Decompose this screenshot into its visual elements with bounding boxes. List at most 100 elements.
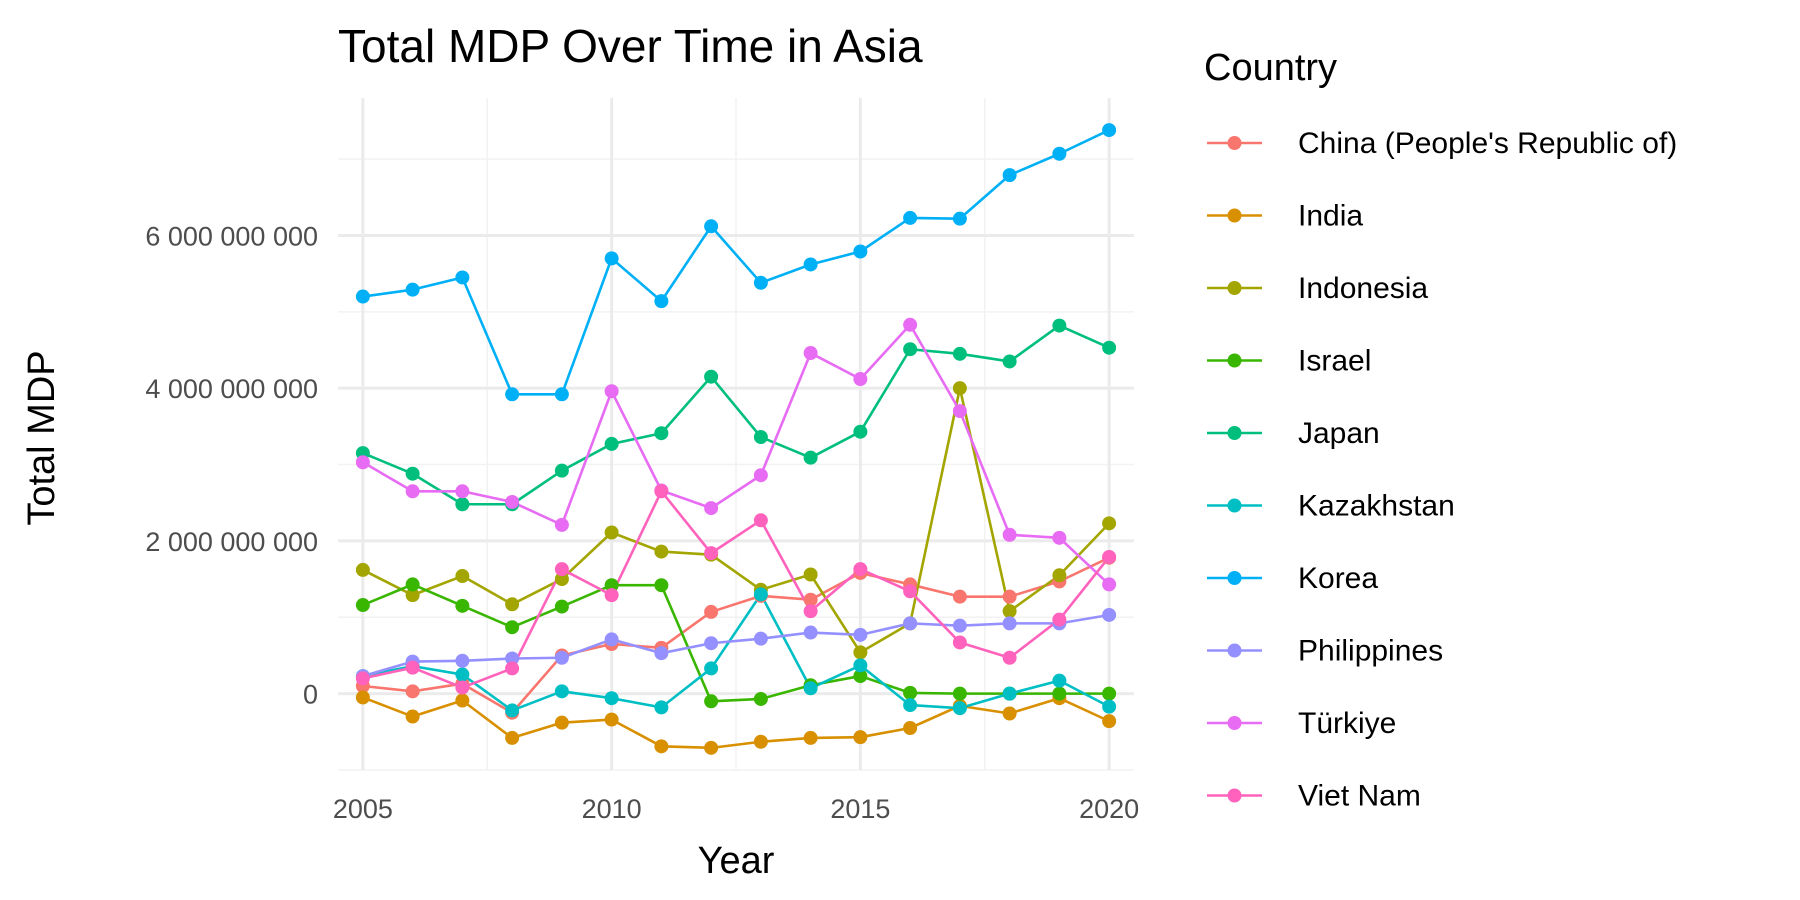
data-point-korea (704, 219, 719, 234)
data-point-korea (1002, 168, 1017, 183)
data-point-kazakhstan (853, 658, 868, 673)
data-point-viet-nam (355, 671, 370, 686)
legend-item-israel: Israel (1207, 345, 1371, 378)
legend-key-point (1227, 571, 1242, 585)
series-line-viet-nam (362, 489, 1111, 689)
legend-item-viet-nam: Viet Nam (1207, 780, 1421, 813)
data-point-kazakhstan (803, 681, 818, 696)
data-point-t-rkiye (753, 468, 768, 483)
data-point-china-people-s-republic-of (803, 592, 818, 607)
data-point-kazakhstan (554, 684, 569, 699)
series-lines (362, 128, 1111, 750)
data-point-t-rkiye (505, 494, 520, 509)
data-point-india (903, 721, 918, 735)
series-line-israel (362, 583, 1110, 703)
data-point-kazakhstan (952, 701, 967, 716)
data-point-korea (654, 294, 669, 309)
data-point-japan (803, 450, 818, 465)
series-line-china-people-s-republic-of (362, 556, 1110, 715)
data-point-india (505, 730, 520, 745)
data-point-viet-nam (654, 484, 669, 499)
data-point-india (1102, 714, 1117, 729)
data-point-indonesia (405, 588, 420, 603)
data-point-t-rkiye (952, 404, 967, 419)
data-point-israel (704, 694, 719, 709)
data-point-israel (455, 598, 470, 613)
data-point-india (803, 730, 818, 745)
data-point-t-rkiye (355, 455, 370, 470)
data-point-philippines (604, 632, 619, 647)
data-point-israel (853, 669, 868, 684)
legend-item-philippines: Philippines (1207, 635, 1443, 668)
data-point-philippines (505, 651, 520, 666)
data-point-japan (704, 369, 719, 384)
data-point-t-rkiye (704, 501, 719, 516)
data-point-kazakhstan (704, 661, 719, 676)
legend-key-point (1227, 208, 1242, 223)
data-point-india (355, 690, 370, 705)
data-point-japan (903, 342, 918, 357)
data-point-israel (355, 598, 370, 613)
data-point-indonesia (455, 569, 470, 584)
data-point-israel (903, 685, 918, 700)
data-point-viet-nam (952, 635, 967, 650)
x-tick-label: 2010 (582, 794, 642, 824)
data-point-israel (604, 578, 619, 593)
y-tick-label: 4 000 000 000 (145, 374, 318, 404)
series-line-t-rkiye (362, 323, 1111, 586)
data-point-philippines (803, 625, 818, 640)
legend-label: India (1298, 200, 1363, 233)
data-point-israel (554, 599, 569, 614)
data-point-japan (554, 463, 569, 478)
data-point-t-rkiye (903, 317, 918, 332)
data-point-korea (853, 244, 868, 259)
legend-title: Country (1204, 47, 1337, 89)
data-point-japan (853, 424, 868, 439)
y-tick-label: 6 000 000 000 (145, 221, 318, 251)
legend-key-point (1227, 426, 1242, 440)
data-point-philippines (455, 653, 470, 668)
data-point-china-people-s-republic-of (405, 684, 420, 699)
data-point-japan (455, 497, 470, 512)
legend-label: Philippines (1298, 635, 1443, 668)
data-point-japan (654, 426, 669, 441)
legend-label: Kazakhstan (1298, 490, 1455, 523)
data-point-israel (505, 620, 520, 635)
data-point-philippines (753, 631, 768, 646)
data-point-indonesia (505, 597, 520, 612)
data-point-korea (505, 387, 520, 402)
data-point-korea (1052, 146, 1067, 161)
data-point-kazakhstan (1002, 686, 1017, 701)
data-point-china-people-s-republic-of (704, 604, 719, 619)
data-point-kazakhstan (903, 698, 918, 713)
data-point-viet-nam (803, 604, 818, 619)
legend-item-china-people-s-republic-of: China (People's Republic of) (1207, 127, 1677, 160)
legend-key-point (1227, 353, 1242, 368)
data-point-viet-nam (554, 562, 569, 577)
data-point-korea (455, 270, 470, 285)
data-point-japan (604, 436, 619, 451)
legend-key-point (1227, 788, 1242, 803)
data-point-india (704, 740, 719, 755)
legend-key-point (1227, 716, 1242, 730)
legend-label: Japan (1298, 417, 1380, 450)
legend-item-kazakhstan: Kazakhstan (1207, 490, 1455, 523)
data-point-viet-nam (903, 584, 918, 599)
data-point-t-rkiye (1002, 527, 1017, 542)
data-point-korea (753, 275, 768, 290)
x-axis-ticks: 2005 2010 2015 2020 (333, 794, 1139, 824)
data-point-t-rkiye (604, 384, 619, 399)
series-line-philippines (362, 613, 1110, 678)
data-point-philippines (1002, 616, 1017, 631)
data-point-kazakhstan (753, 587, 768, 602)
data-point-indonesia (1102, 516, 1117, 531)
data-point-indonesia (604, 525, 619, 540)
chart-title: Total MDP Over Time in Asia (338, 20, 923, 72)
data-point-japan (952, 346, 967, 361)
data-point-indonesia (654, 544, 669, 559)
data-point-viet-nam (604, 588, 619, 603)
legend-label: Indonesia (1298, 272, 1428, 305)
y-tick-label: 2 000 000 000 (145, 527, 318, 557)
data-point-kazakhstan (604, 691, 619, 706)
